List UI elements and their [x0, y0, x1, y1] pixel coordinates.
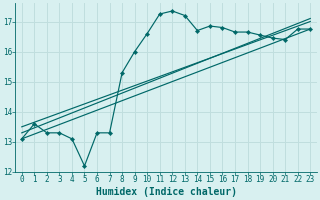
X-axis label: Humidex (Indice chaleur): Humidex (Indice chaleur)	[95, 186, 236, 197]
